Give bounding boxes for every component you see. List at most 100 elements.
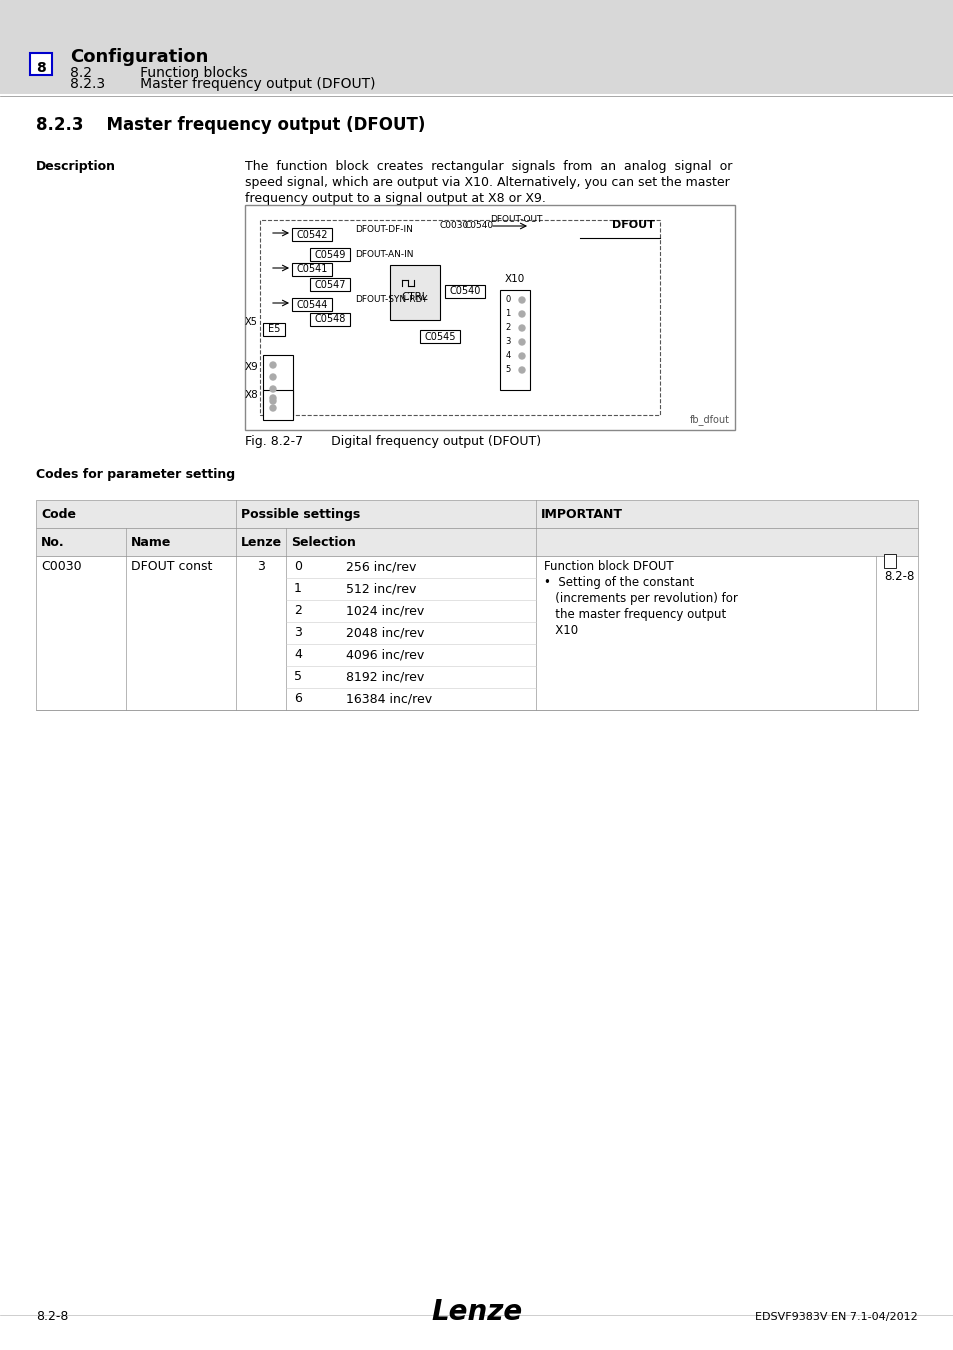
Text: Possible settings: Possible settings	[241, 508, 360, 521]
Bar	[292, 263, 332, 275]
Text: 3: 3	[505, 338, 510, 347]
Text: 2: 2	[294, 603, 301, 617]
Bar	[260, 220, 659, 414]
Bar	[444, 285, 484, 298]
Circle shape	[518, 297, 524, 302]
Circle shape	[518, 325, 524, 331]
Text: 8.2.3        Master frequency output (DFOUT): 8.2.3 Master frequency output (DFOUT)	[70, 77, 375, 90]
Text: C0542: C0542	[296, 230, 328, 239]
Text: 4: 4	[294, 648, 301, 662]
Text: Configuration: Configuration	[70, 49, 208, 66]
Text: 8.2-8: 8.2-8	[36, 1310, 69, 1323]
Text: 3: 3	[256, 560, 265, 572]
Text: 512 inc/rev: 512 inc/rev	[346, 582, 416, 595]
Circle shape	[518, 310, 524, 317]
Text: 3: 3	[294, 626, 301, 639]
Bar	[883, 554, 895, 568]
Text: 2: 2	[505, 324, 510, 332]
Text: C0544: C0544	[296, 300, 327, 309]
Text: 8: 8	[36, 61, 46, 76]
Text: 8.2.3    Master frequency output (DFOUT): 8.2.3 Master frequency output (DFOUT)	[36, 116, 425, 134]
Text: DFOUT-AN-IN: DFOUT-AN-IN	[355, 250, 413, 259]
Text: The  function  block  creates  rectangular  signals  from  an  analog  signal  o: The function block creates rectangular s…	[245, 161, 732, 173]
Text: 8.2-8: 8.2-8	[883, 570, 913, 583]
Text: Function block DFOUT: Function block DFOUT	[543, 560, 673, 572]
Circle shape	[270, 386, 275, 391]
Text: 0: 0	[294, 560, 302, 572]
Text: DFOUT const: DFOUT const	[131, 560, 213, 572]
Text: C0030: C0030	[439, 221, 469, 230]
Bar	[292, 228, 332, 242]
Text: 4: 4	[505, 351, 510, 360]
FancyBboxPatch shape	[30, 53, 52, 76]
Circle shape	[270, 374, 275, 379]
Bar	[310, 278, 350, 292]
Text: 4096 inc/rev: 4096 inc/rev	[346, 648, 424, 662]
Circle shape	[270, 362, 275, 369]
Text: X5: X5	[245, 317, 257, 327]
Text: 8192 inc/rev: 8192 inc/rev	[346, 670, 424, 683]
Bar	[390, 265, 439, 320]
Text: 5: 5	[294, 670, 302, 683]
Text: Codes for parameter setting: Codes for parameter setting	[36, 468, 234, 481]
Text: fb_dfout: fb_dfout	[689, 414, 729, 425]
Circle shape	[270, 405, 275, 410]
Text: •  Setting of the constant: • Setting of the constant	[543, 576, 694, 589]
Text: Name: Name	[131, 536, 172, 549]
Circle shape	[270, 398, 275, 404]
Text: No.: No.	[41, 536, 65, 549]
Text: 8.2           Function blocks: 8.2 Function blocks	[70, 66, 248, 80]
Text: X10: X10	[504, 274, 524, 284]
Text: the master frequency output: the master frequency output	[543, 608, 725, 621]
Bar	[419, 329, 459, 343]
Bar	[499, 290, 530, 390]
Text: X10: X10	[543, 624, 578, 637]
Text: C0030: C0030	[41, 560, 82, 572]
Text: Fig. 8.2-7       Digital frequency output (DFOUT): Fig. 8.2-7 Digital frequency output (DFO…	[245, 435, 540, 448]
Text: 2048 inc/rev: 2048 inc/rev	[346, 626, 424, 639]
Text: 1: 1	[294, 582, 301, 595]
Bar	[263, 390, 293, 420]
Text: C0541: C0541	[296, 265, 327, 274]
Text: 1024 inc/rev: 1024 inc/rev	[346, 603, 424, 617]
Text: C0548: C0548	[314, 315, 345, 324]
Text: DFOUT: DFOUT	[612, 220, 655, 230]
Text: Selection: Selection	[291, 536, 355, 549]
Bar	[292, 298, 332, 311]
Text: C0540: C0540	[449, 286, 480, 297]
Text: EDSVF9383V EN 7.1-04/2012: EDSVF9383V EN 7.1-04/2012	[755, 1312, 917, 1322]
Bar	[36, 556, 917, 710]
Bar	[36, 500, 917, 528]
Text: 0: 0	[505, 296, 510, 305]
Text: C0540: C0540	[464, 221, 494, 230]
Text: 16384 inc/rev: 16384 inc/rev	[346, 693, 432, 705]
Bar	[36, 528, 917, 556]
Text: C0545: C0545	[424, 332, 456, 342]
Bar	[0, 0, 953, 95]
Text: 256 inc/rev: 256 inc/rev	[346, 560, 416, 572]
Text: C0547: C0547	[314, 279, 345, 289]
Text: Lenze: Lenze	[241, 536, 282, 549]
Text: 1: 1	[505, 309, 510, 319]
Circle shape	[518, 339, 524, 346]
Bar	[310, 313, 350, 325]
Text: speed signal, which are output via X10. Alternatively, you can set the master: speed signal, which are output via X10. …	[245, 176, 729, 189]
Text: X8: X8	[244, 390, 257, 400]
Text: DFOUT-DF-IN: DFOUT-DF-IN	[355, 225, 413, 234]
Text: 6: 6	[294, 693, 301, 705]
Text: Lenze: Lenze	[431, 1297, 522, 1326]
Text: X9: X9	[244, 362, 257, 373]
Bar	[263, 323, 285, 336]
Text: Code: Code	[41, 508, 76, 521]
Text: C0549: C0549	[314, 250, 345, 259]
Bar	[263, 355, 293, 414]
Text: (increments per revolution) for: (increments per revolution) for	[543, 593, 737, 605]
Text: Description: Description	[36, 161, 116, 173]
Circle shape	[518, 367, 524, 373]
Text: IMPORTANT: IMPORTANT	[540, 508, 622, 521]
Text: DFOUT-SYN-RDY: DFOUT-SYN-RDY	[355, 296, 427, 304]
Text: CTRL: CTRL	[401, 293, 428, 302]
Text: DFOUT-OUT: DFOUT-OUT	[490, 215, 542, 224]
Text: E5: E5	[268, 324, 280, 335]
Bar	[245, 205, 734, 431]
